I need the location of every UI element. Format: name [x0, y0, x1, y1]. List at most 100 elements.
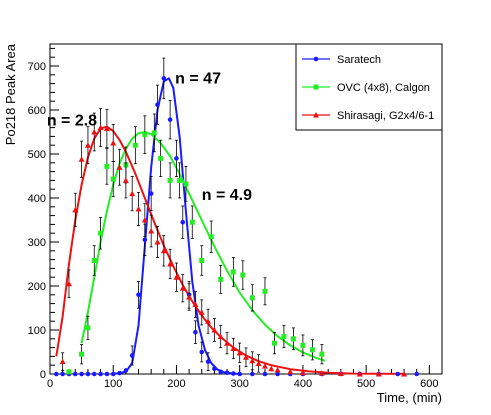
- data-point-1: [183, 181, 189, 187]
- data-point-0: [180, 219, 186, 225]
- data-point-2: [205, 318, 212, 324]
- annotation-saratech: n = 47: [175, 71, 221, 88]
- x-axis-label: Time, (min): [377, 390, 442, 405]
- data-point-0: [414, 371, 420, 377]
- data-point-0: [91, 371, 97, 377]
- data-point-1: [142, 132, 148, 138]
- data-point-1: [158, 155, 164, 161]
- data-point-0: [155, 102, 160, 108]
- data-point-2: [179, 285, 186, 291]
- data-point-1: [104, 163, 110, 169]
- y-tick-label: 200: [28, 281, 46, 293]
- data-point-2: [154, 239, 161, 245]
- data-point-0: [161, 76, 167, 81]
- data-point-2: [255, 360, 262, 366]
- x-tick-label: 400: [294, 378, 312, 390]
- y-tick-label: 0: [40, 369, 46, 381]
- data-point-1: [177, 177, 183, 183]
- data-point-0: [148, 191, 154, 196]
- data-point-2: [318, 370, 325, 376]
- data-point-0: [193, 329, 198, 335]
- data-point-1: [249, 295, 255, 301]
- data-point-2: [198, 309, 205, 315]
- data-point-0: [395, 371, 401, 377]
- x-tick-label: 200: [167, 378, 185, 390]
- data-point-2: [243, 354, 249, 360]
- data-point-0: [72, 371, 78, 377]
- data-point-2: [401, 371, 408, 377]
- legend-marker: [313, 84, 319, 90]
- data-point-0: [205, 359, 211, 364]
- y-axis-label: Po218 Peak Area: [3, 43, 18, 145]
- data-point-2: [186, 294, 193, 300]
- data-point-1: [230, 269, 236, 275]
- y-tick-label: 700: [28, 61, 46, 73]
- data-point-1: [208, 234, 214, 240]
- data-point-2: [167, 261, 174, 267]
- data-point-1: [91, 257, 97, 263]
- y-tick-label: 100: [28, 325, 46, 337]
- data-point-2: [217, 333, 224, 340]
- data-point-2: [110, 140, 117, 146]
- data-point-0: [129, 353, 135, 358]
- data-point-2: [91, 129, 98, 135]
- data-point-0: [136, 292, 141, 298]
- data-point-2: [116, 164, 123, 170]
- annotation-ovc: n = 4.9: [202, 187, 252, 204]
- data-point-2: [211, 327, 218, 333]
- data-point-0: [237, 371, 242, 377]
- data-point-2: [129, 190, 136, 197]
- data-point-1: [151, 130, 157, 136]
- data-point-1: [281, 334, 287, 340]
- data-point-1: [167, 177, 173, 183]
- legend-label-saratech: Saratech: [337, 54, 381, 66]
- data-point-2: [299, 369, 306, 376]
- data-point-0: [98, 371, 103, 377]
- data-point-0: [167, 117, 173, 122]
- data-point-0: [218, 369, 224, 375]
- data-point-2: [148, 228, 155, 234]
- data-point-0: [262, 371, 268, 377]
- data-point-0: [142, 237, 148, 243]
- fit-curve-2: [55, 125, 405, 375]
- legend-marker: [313, 56, 319, 62]
- data-point-0: [231, 371, 236, 376]
- x-tick-label: 500: [357, 378, 375, 390]
- data-point-1: [85, 325, 91, 331]
- data-point-2: [192, 301, 199, 307]
- data-point-1: [110, 176, 116, 182]
- data-point-2: [287, 368, 294, 375]
- data-point-0: [275, 371, 280, 377]
- data-point-2: [135, 206, 142, 212]
- data-point-0: [212, 366, 217, 372]
- data-point-2: [103, 125, 110, 131]
- data-point-0: [104, 371, 110, 377]
- data-point-2: [173, 274, 180, 280]
- data-point-2: [141, 217, 148, 223]
- data-point-0: [250, 371, 255, 377]
- data-point-0: [174, 156, 179, 161]
- data-point-1: [79, 351, 85, 357]
- data-point-1: [271, 340, 277, 346]
- legend-box: [295, 43, 443, 131]
- y-tick-label: 600: [28, 105, 46, 117]
- data-point-1: [300, 342, 306, 348]
- legend-label-ovc: OVC (4x8), Calgon: [337, 82, 430, 94]
- data-point-1: [189, 219, 195, 225]
- data-point-2: [268, 365, 275, 372]
- data-point-1: [290, 336, 296, 342]
- data-point-0: [54, 371, 59, 377]
- x-axis: 0 100 200 300 400 500 600: [47, 365, 443, 390]
- data-point-1: [309, 347, 315, 353]
- data-point-1: [262, 288, 268, 294]
- annotations: n = 47 n = 2.8 n = 4.9: [47, 71, 252, 205]
- data-point-1: [240, 272, 246, 278]
- plot-frame: [49, 43, 443, 375]
- x-tick-label: 100: [104, 378, 122, 390]
- y-tick-label: 300: [28, 237, 46, 249]
- legend-label-shirasagi: Shirasagi, G2x4/6-1: [337, 110, 434, 122]
- legend-marker: [313, 112, 319, 118]
- data-point-0: [123, 368, 129, 373]
- data-points: [54, 57, 420, 377]
